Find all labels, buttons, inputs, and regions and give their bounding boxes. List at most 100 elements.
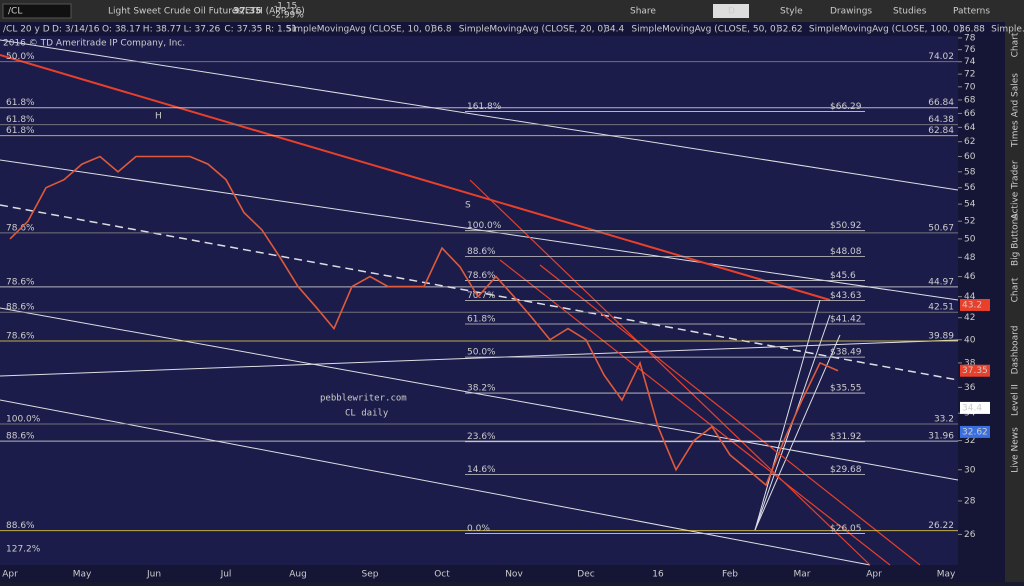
- level-price: 62.84: [928, 126, 954, 136]
- toolbar: [0, 0, 1024, 22]
- side-tab[interactable]: Live News: [1011, 427, 1021, 473]
- study-name: SimpleMovingAvg (CLOSE, 50, 0): [631, 25, 779, 35]
- ohlc: C: 37.35: [224, 25, 262, 35]
- toolbar-button[interactable]: Share: [630, 7, 656, 17]
- fib-price: $35.55: [830, 384, 862, 394]
- price-line: [9, 155, 839, 487]
- study-value: 34.4: [604, 25, 624, 35]
- y-tick-label: 42: [964, 313, 975, 323]
- level-label: 61.8%: [6, 98, 35, 108]
- y-tick-label: 74: [964, 57, 976, 67]
- badge-label: 32.62: [962, 427, 988, 437]
- fib-price: $50.92: [830, 221, 862, 231]
- y-tick-label: 46: [964, 272, 976, 282]
- side-tab[interactable]: Big Buttons: [1011, 214, 1021, 266]
- period-box[interactable]: [713, 4, 749, 18]
- y-tick-label: 78: [964, 33, 976, 43]
- y-tick-label: 48: [964, 253, 976, 263]
- fib-label: 23.6%: [467, 432, 496, 442]
- side-tab[interactable]: Chart: [1011, 32, 1021, 57]
- ohlc: H: 38.77: [143, 25, 181, 35]
- level-price: 44.97: [928, 277, 954, 287]
- ohlc: O: 38.17: [102, 25, 141, 35]
- side-tab[interactable]: Level II: [1011, 384, 1021, 416]
- study-value: 32.62: [777, 25, 803, 35]
- symbol: /CL: [8, 7, 22, 17]
- description: Light Sweet Crude Oil Futures,ETH (APR 1…: [108, 7, 305, 17]
- x-tick-label: Apr: [2, 570, 18, 580]
- fib-price: $66.29: [830, 102, 862, 112]
- toolbar-button[interactable]: D: [728, 7, 735, 17]
- x-tick-label: May: [937, 570, 956, 580]
- y-tick-label: 28: [964, 496, 976, 506]
- last-price: 37.35: [233, 7, 261, 17]
- fib-price: $29.68: [830, 465, 862, 475]
- toolbar-button[interactable]: Patterns: [953, 7, 990, 17]
- x-tick-label: 16: [652, 570, 664, 580]
- drawings: [0, 39, 959, 566]
- fib-label: 78.6%: [467, 271, 496, 281]
- side-tab[interactable]: Chart: [1011, 277, 1021, 302]
- y-tick-label: 58: [964, 167, 976, 177]
- fib-price: $41.42: [830, 314, 862, 324]
- y-tick-label: 44: [964, 292, 976, 302]
- level-price: 66.84: [928, 98, 954, 108]
- fib-price: $48.08: [830, 247, 862, 257]
- side-tab[interactable]: Times And Sales: [1011, 73, 1021, 148]
- x-tick-label: Jun: [146, 570, 161, 580]
- y-tick-label: 26: [964, 530, 976, 540]
- y-tick-label: 64: [964, 123, 976, 133]
- annotation: S: [465, 201, 471, 211]
- y-tick-label: 50: [964, 234, 976, 244]
- annotation: 127.2%: [6, 545, 41, 555]
- y-tick-label: 72: [964, 70, 975, 80]
- y-tick-label: 66: [964, 109, 976, 119]
- side-tab[interactable]: Active Trader: [1011, 160, 1021, 219]
- symbol-box[interactable]: [2, 3, 72, 19]
- level-label: 78.6%: [6, 277, 35, 287]
- level-price: 33.2: [934, 414, 954, 424]
- y-tick-label: 60: [964, 152, 976, 162]
- change: -1.15: [274, 2, 297, 12]
- time-axis: [0, 565, 1005, 582]
- side-tab[interactable]: Dashboard: [1011, 326, 1021, 375]
- price-badge: [960, 425, 990, 438]
- x-tick-label: Oct: [434, 570, 450, 580]
- toolbar-button[interactable]: Studies: [893, 7, 927, 17]
- y-tick-label: 76: [964, 45, 976, 55]
- x-tick-label: Aug: [289, 570, 307, 580]
- level-price: 74.02: [928, 52, 954, 62]
- fib-label: 61.8%: [467, 314, 496, 324]
- level-price: 31.96: [928, 432, 954, 442]
- y-tick-label: 36: [964, 383, 976, 393]
- study-name: Simple...: [991, 25, 1024, 35]
- fib-label: 50.0%: [467, 348, 496, 358]
- toolbar-button[interactable]: Style: [780, 7, 803, 17]
- level-label: 100.0%: [6, 414, 41, 424]
- level-price: 26.22: [928, 521, 954, 531]
- fib-label: 0.0%: [467, 524, 490, 534]
- fib-label: 14.6%: [467, 465, 496, 475]
- fib-label: 88.6%: [467, 247, 496, 257]
- copyright: 2016 © TD Ameritrade IP Company, Inc.: [3, 39, 185, 49]
- level-label: 61.8%: [6, 115, 35, 125]
- badge-label: 37.35: [962, 366, 988, 376]
- ohlc: L: 37.26: [184, 25, 221, 35]
- level-label: 50.0%: [6, 52, 35, 62]
- info-bar: [0, 22, 1005, 36]
- y-tick-label: 56: [964, 183, 976, 193]
- y-tick-label: 68: [964, 95, 976, 105]
- price-badge: [960, 401, 990, 414]
- y-tick-label: 40: [964, 335, 976, 345]
- y-tick-label: 30: [964, 465, 976, 475]
- change-pct: -2.99%: [272, 11, 304, 21]
- ohlc: D: 3/14/16: [52, 25, 100, 35]
- y-tick-label: 52: [964, 217, 975, 227]
- study-name: SimpleMovingAvg (CLOSE, 10, 0): [286, 25, 434, 35]
- x-tick-label: May: [73, 570, 92, 580]
- level-label: 61.8%: [6, 126, 35, 136]
- toolbar-button[interactable]: Drawings: [830, 7, 872, 17]
- study-name: SimpleMovingAvg (CLOSE, 100, 0): [809, 25, 963, 35]
